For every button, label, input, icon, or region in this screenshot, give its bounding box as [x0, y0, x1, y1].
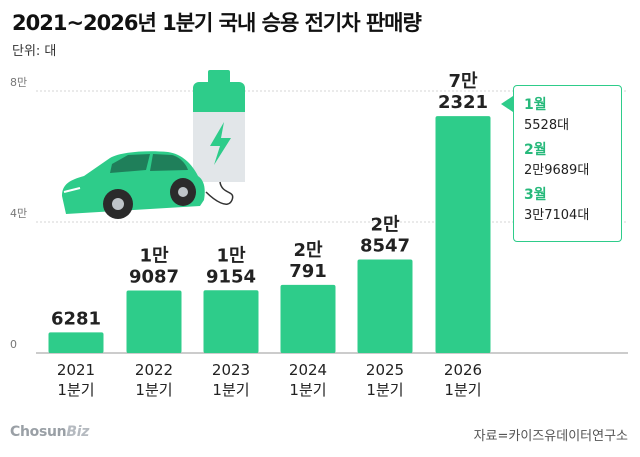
bar — [203, 290, 259, 353]
x-tick-label: 2025 — [366, 361, 404, 379]
brand-suffix: Biz — [66, 424, 90, 440]
x-tick-label: 1분기 — [444, 381, 481, 399]
month-label: 1월 — [524, 97, 547, 113]
month-label: 2월 — [524, 142, 547, 158]
y-tick-label: 0 — [10, 338, 17, 351]
x-tick-label: 1분기 — [289, 381, 326, 399]
electric-car-icon — [62, 151, 205, 219]
x-tick-label: 2024 — [289, 361, 327, 379]
battery-icon — [193, 70, 245, 182]
y-tick-label: 8만 — [10, 76, 27, 89]
bar — [435, 116, 491, 353]
monthly-breakdown-box: 1월 5528대 2월 2만9689대 3월 3만7104대 — [513, 85, 622, 242]
callout-pointer — [501, 96, 513, 112]
month-value: 2만9689대 — [524, 163, 590, 178]
month-value: 5528대 — [524, 118, 570, 133]
bar — [280, 284, 336, 353]
source-note: 자료=카이즈유데이터연구소 — [473, 429, 628, 444]
x-tick-label: 2022 — [135, 361, 173, 379]
data-label: 9154 — [206, 266, 256, 287]
month-label: 3월 — [524, 187, 547, 203]
x-tick-label: 2023 — [212, 361, 250, 379]
unit-label: 단위: 대 — [12, 44, 57, 59]
data-label: 2만 — [370, 215, 400, 236]
bar — [357, 259, 413, 353]
x-tick-label: 2021 — [57, 361, 95, 379]
data-label: 9087 — [129, 266, 179, 287]
data-label: 1만 — [139, 245, 169, 266]
x-tick-label: 1분기 — [212, 381, 249, 399]
bar — [126, 290, 182, 353]
data-label: 7만 — [448, 71, 478, 92]
x-tick-label: 1분기 — [366, 381, 403, 399]
brand-logo: ChosunBiz — [10, 424, 89, 440]
data-label: 1만 — [216, 245, 246, 266]
x-tick-label: 2026 — [444, 361, 482, 379]
data-label: 2만 — [293, 240, 323, 261]
brand-main: Chosun — [10, 424, 67, 440]
y-tick-label: 4만 — [10, 207, 27, 220]
x-tick-label: 1분기 — [57, 381, 94, 399]
data-label: 2321 — [438, 92, 488, 113]
data-label: 6281 — [51, 308, 101, 329]
chart-title: 2021~2026년 1분기 국내 승용 전기차 판매량 — [12, 11, 422, 35]
data-label: 791 — [289, 261, 327, 282]
x-tick-label: 1분기 — [135, 381, 172, 399]
lightning-icon — [210, 122, 231, 165]
bar — [48, 332, 104, 353]
month-value: 3만7104대 — [524, 208, 590, 223]
data-label: 8547 — [360, 236, 410, 257]
